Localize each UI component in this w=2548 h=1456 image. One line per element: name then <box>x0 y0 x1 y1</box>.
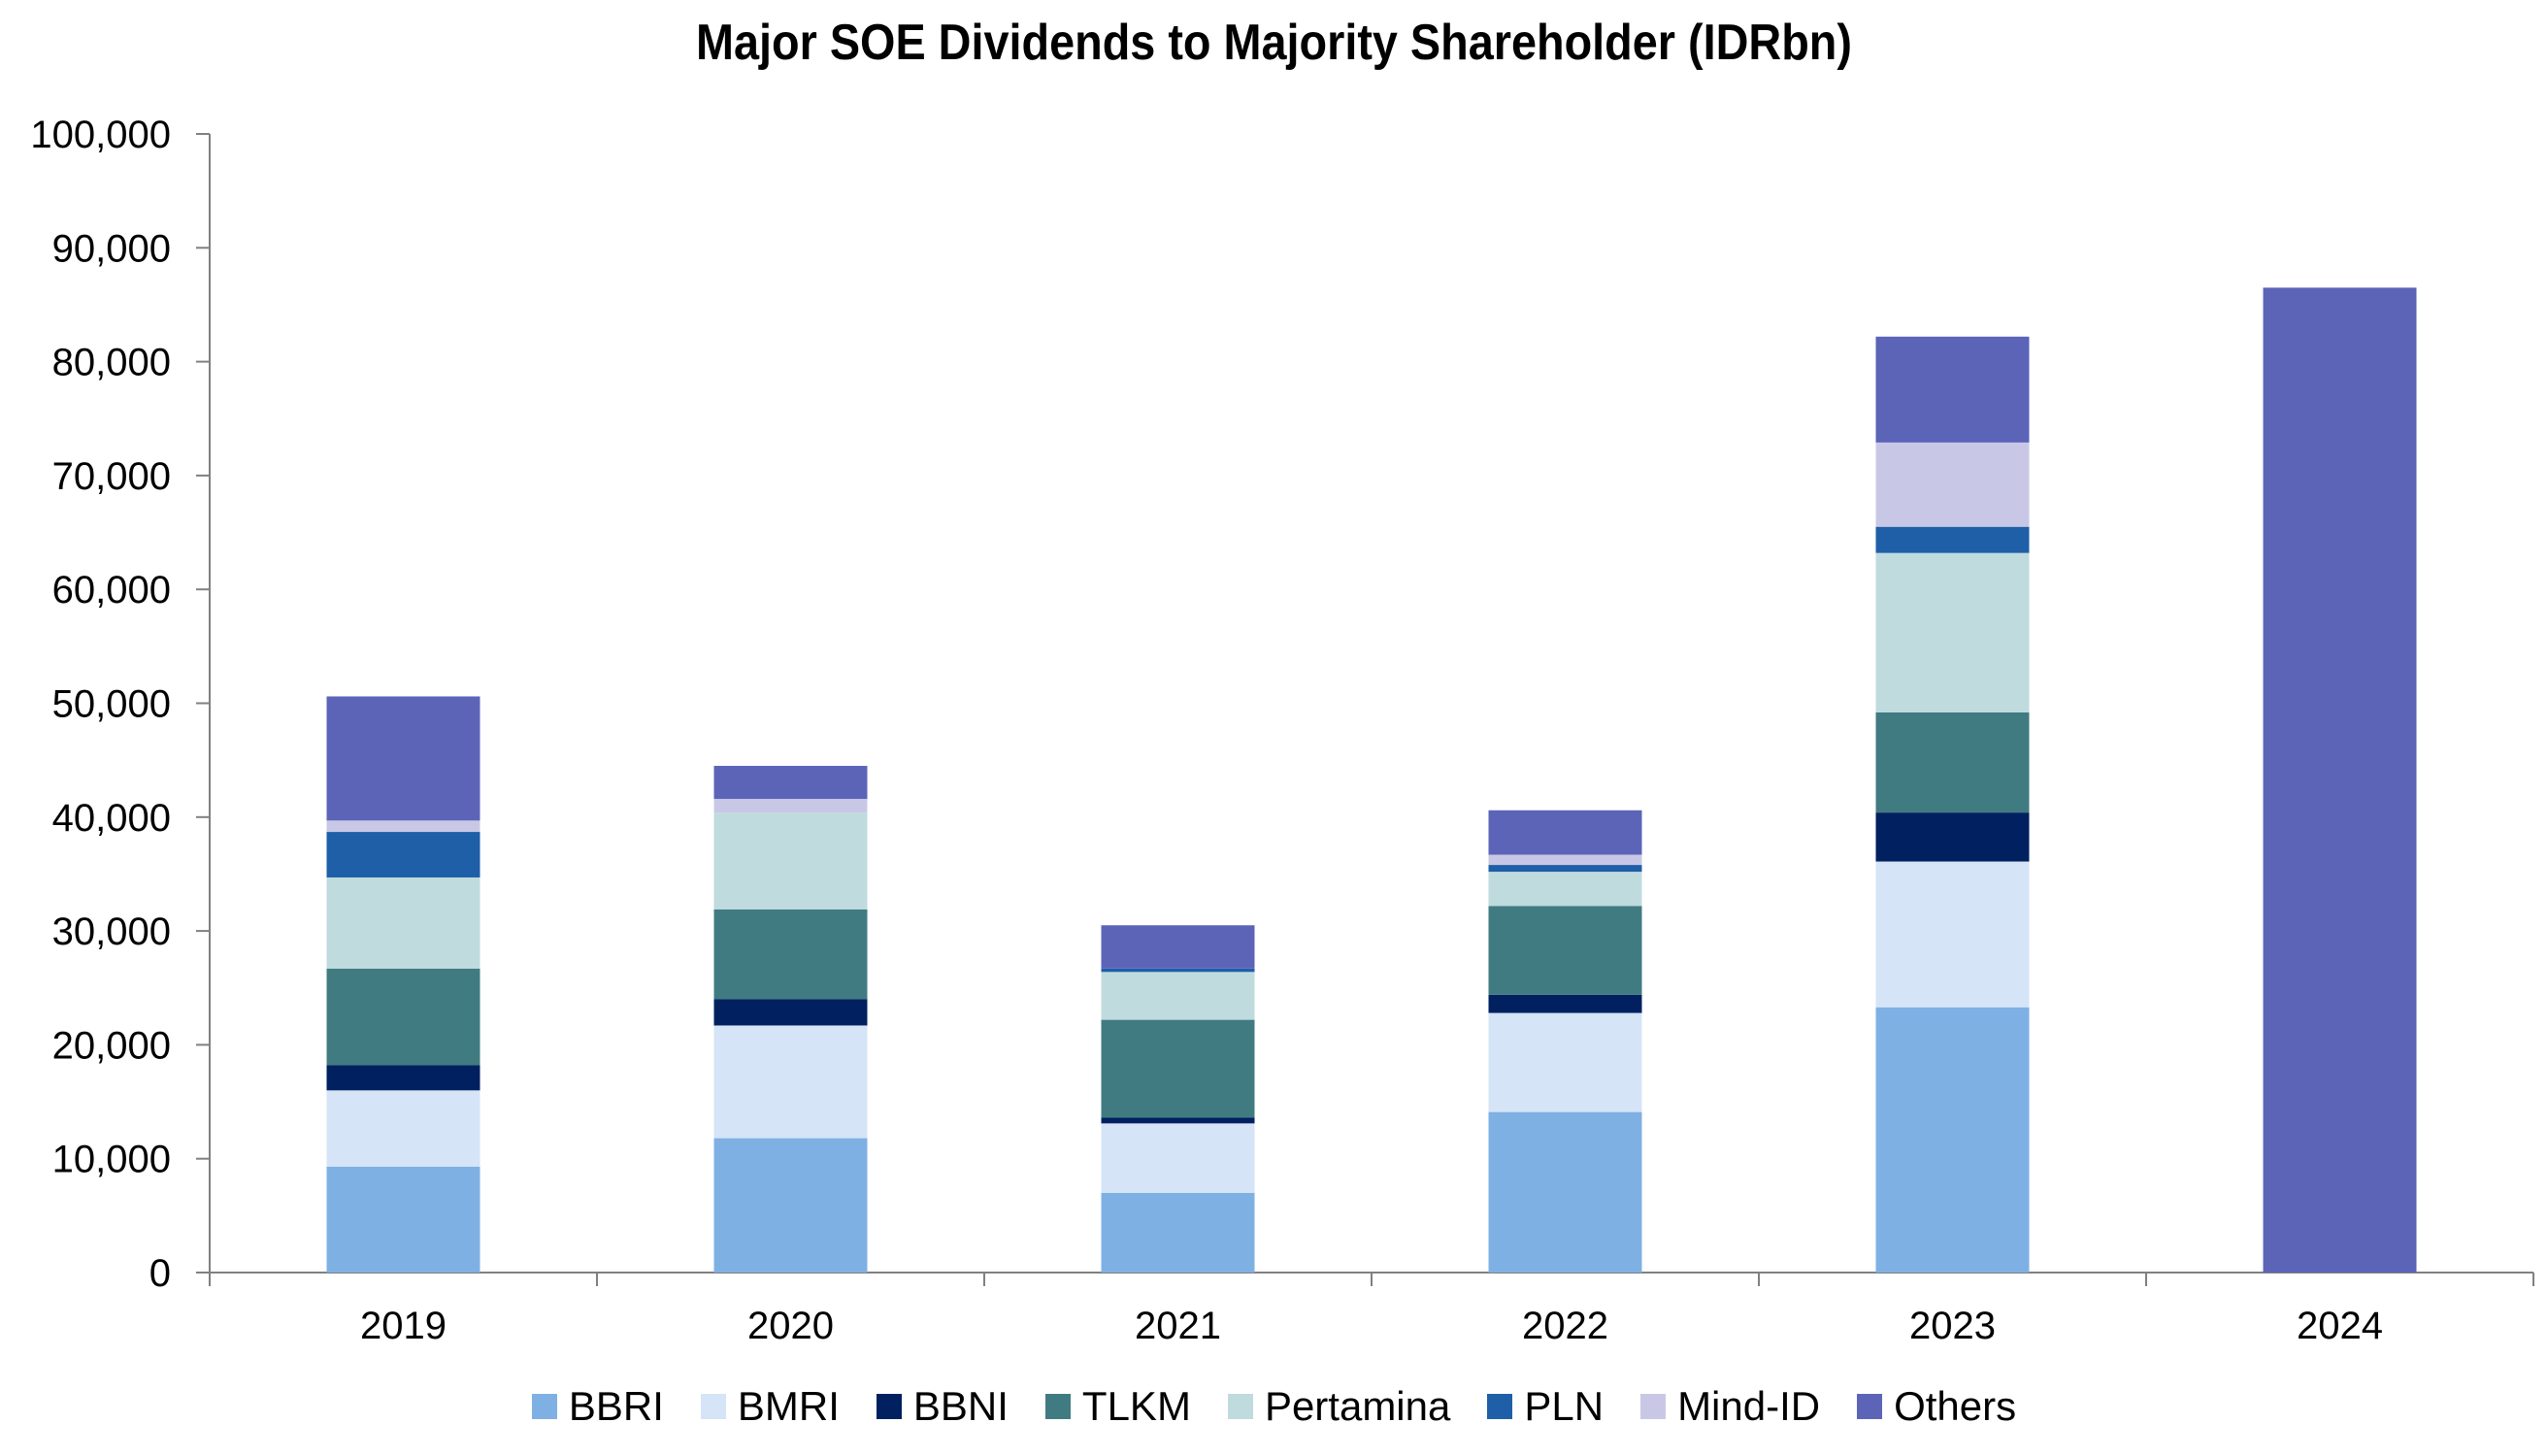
legend-item-pln: PLN <box>1487 1383 1604 1430</box>
y-tick-label: 0 <box>149 1252 171 1295</box>
legend-swatch <box>1487 1394 1513 1419</box>
bar-segment-pln-2022 <box>1488 865 1642 873</box>
bar-segment-tlkm-2019 <box>326 968 480 1066</box>
tick-labels: 0 10,000 20,000 30,000 40,000 50,000 60,000 70,… <box>30 114 2383 1347</box>
bar-segment-others-2022 <box>1488 810 1642 855</box>
x-tick-label: 2022 <box>1522 1305 1608 1347</box>
bar-segment-mind-id-2019 <box>326 820 480 833</box>
y-tick-label: 40,000 <box>52 797 171 840</box>
legend-swatch <box>1640 1394 1667 1419</box>
x-tick-label: 2019 <box>360 1305 447 1347</box>
legend-label: BBRI <box>568 1383 664 1429</box>
bar-segment-bbni-2022 <box>1488 994 1642 1013</box>
bar-segment-bbri-2023 <box>1875 1007 2030 1273</box>
bar-segment-tlkm-2023 <box>1875 711 2030 813</box>
y-tick-label: 10,000 <box>52 1139 171 1181</box>
legend-label: PLN <box>1524 1383 1605 1429</box>
y-tick-label: 20,000 <box>52 1024 171 1067</box>
bar-segment-others-2020 <box>713 766 868 800</box>
bar-segment-bbni-2019 <box>326 1065 480 1091</box>
legend-item-others: Others <box>1857 1383 2016 1430</box>
legend-swatch <box>876 1394 902 1419</box>
legend-item-pertamina: Pertamina <box>1227 1383 1451 1430</box>
bar-segment-bbri-2020 <box>713 1138 868 1273</box>
x-tick-label: 2021 <box>1135 1305 1221 1347</box>
legend-swatch <box>1857 1394 1883 1419</box>
bar-segment-bbri-2021 <box>1101 1192 1255 1273</box>
bar-segment-others-2023 <box>1875 336 2030 443</box>
bar-segment-tlkm-2020 <box>713 909 868 1000</box>
bar-segment-others-2021 <box>1101 925 1255 969</box>
bar-segment-others-2019 <box>326 696 480 821</box>
bar-segment-pertamina-2021 <box>1101 972 1255 1020</box>
y-tick-label: 90,000 <box>52 227 171 270</box>
x-tick-label: 2023 <box>1909 1305 1996 1347</box>
bar-segment-pertamina-2023 <box>1875 552 2030 712</box>
legend-item-bbri: BBRI <box>531 1383 664 1430</box>
y-tick-label: 50,000 <box>52 683 171 726</box>
legend-swatch <box>531 1394 557 1419</box>
legend-item-bmri: BMRI <box>700 1383 840 1430</box>
legend-swatch <box>1044 1394 1071 1419</box>
bar-segment-bbni-2021 <box>1101 1117 1255 1124</box>
bar-segment-bmri-2021 <box>1101 1123 1255 1193</box>
bar-segment-tlkm-2021 <box>1101 1019 1255 1118</box>
bar-segment-pertamina-2022 <box>1488 872 1642 907</box>
bar-segment-others-2024 <box>2263 287 2417 1274</box>
bar-segment-bbri-2019 <box>326 1166 480 1273</box>
legend-swatch <box>1227 1394 1253 1419</box>
bar-segment-bmri-2023 <box>1875 861 2030 1008</box>
axes <box>196 133 2534 1286</box>
bar-segment-bmri-2020 <box>713 1025 868 1139</box>
chart-title: Major SOE Dividends to Majority Sharehol… <box>696 15 1852 71</box>
legend-label: Pertamina <box>1264 1383 1451 1429</box>
y-tick-label: 80,000 <box>52 342 171 384</box>
legend-item-tlkm: TLKM <box>1044 1383 1191 1430</box>
bar-segment-tlkm-2022 <box>1488 906 1642 995</box>
legend-label: BMRI <box>737 1383 840 1429</box>
y-tick-label: 70,000 <box>52 455 171 498</box>
legend-label: Others <box>1894 1383 2017 1429</box>
bar-segment-mind-id-2020 <box>713 799 868 813</box>
x-tick-label: 2024 <box>2297 1305 2383 1347</box>
legend-label: Mind-ID <box>1677 1383 1821 1429</box>
bar-segment-pln-2019 <box>326 832 480 877</box>
bar-segment-pertamina-2020 <box>713 812 868 910</box>
bar-segment-bmri-2022 <box>1488 1012 1642 1112</box>
y-tick-label: 60,000 <box>52 569 171 612</box>
legend-item-mind-id: Mind-ID <box>1640 1383 1820 1430</box>
bar-segment-pln-2023 <box>1875 526 2030 553</box>
legend-item-bbni: BBNI <box>876 1383 1009 1430</box>
bar-segment-bbni-2020 <box>713 999 868 1026</box>
legend-swatch <box>700 1394 726 1419</box>
bar-segment-bbni-2023 <box>1875 812 2030 862</box>
legend-label: BBNI <box>912 1383 1009 1429</box>
legend: BBRI BMRI BBNI TLKM Pertamina PLN Mind-ID Other… <box>0 1383 2548 1430</box>
bar-segment-mind-id-2023 <box>1875 442 2030 527</box>
x-tick-label: 2020 <box>747 1305 834 1347</box>
bar-segment-pln-2021 <box>1101 968 1255 973</box>
y-tick-label: 30,000 <box>52 910 171 953</box>
bars <box>326 287 2417 1274</box>
legend-label: TLKM <box>1081 1383 1191 1429</box>
bar-segment-bbri-2022 <box>1488 1111 1642 1273</box>
bar-segment-pertamina-2019 <box>326 877 480 969</box>
bar-segment-bmri-2019 <box>326 1090 480 1167</box>
bar-segment-mind-id-2022 <box>1488 854 1642 866</box>
y-tick-label: 100,000 <box>30 114 171 156</box>
